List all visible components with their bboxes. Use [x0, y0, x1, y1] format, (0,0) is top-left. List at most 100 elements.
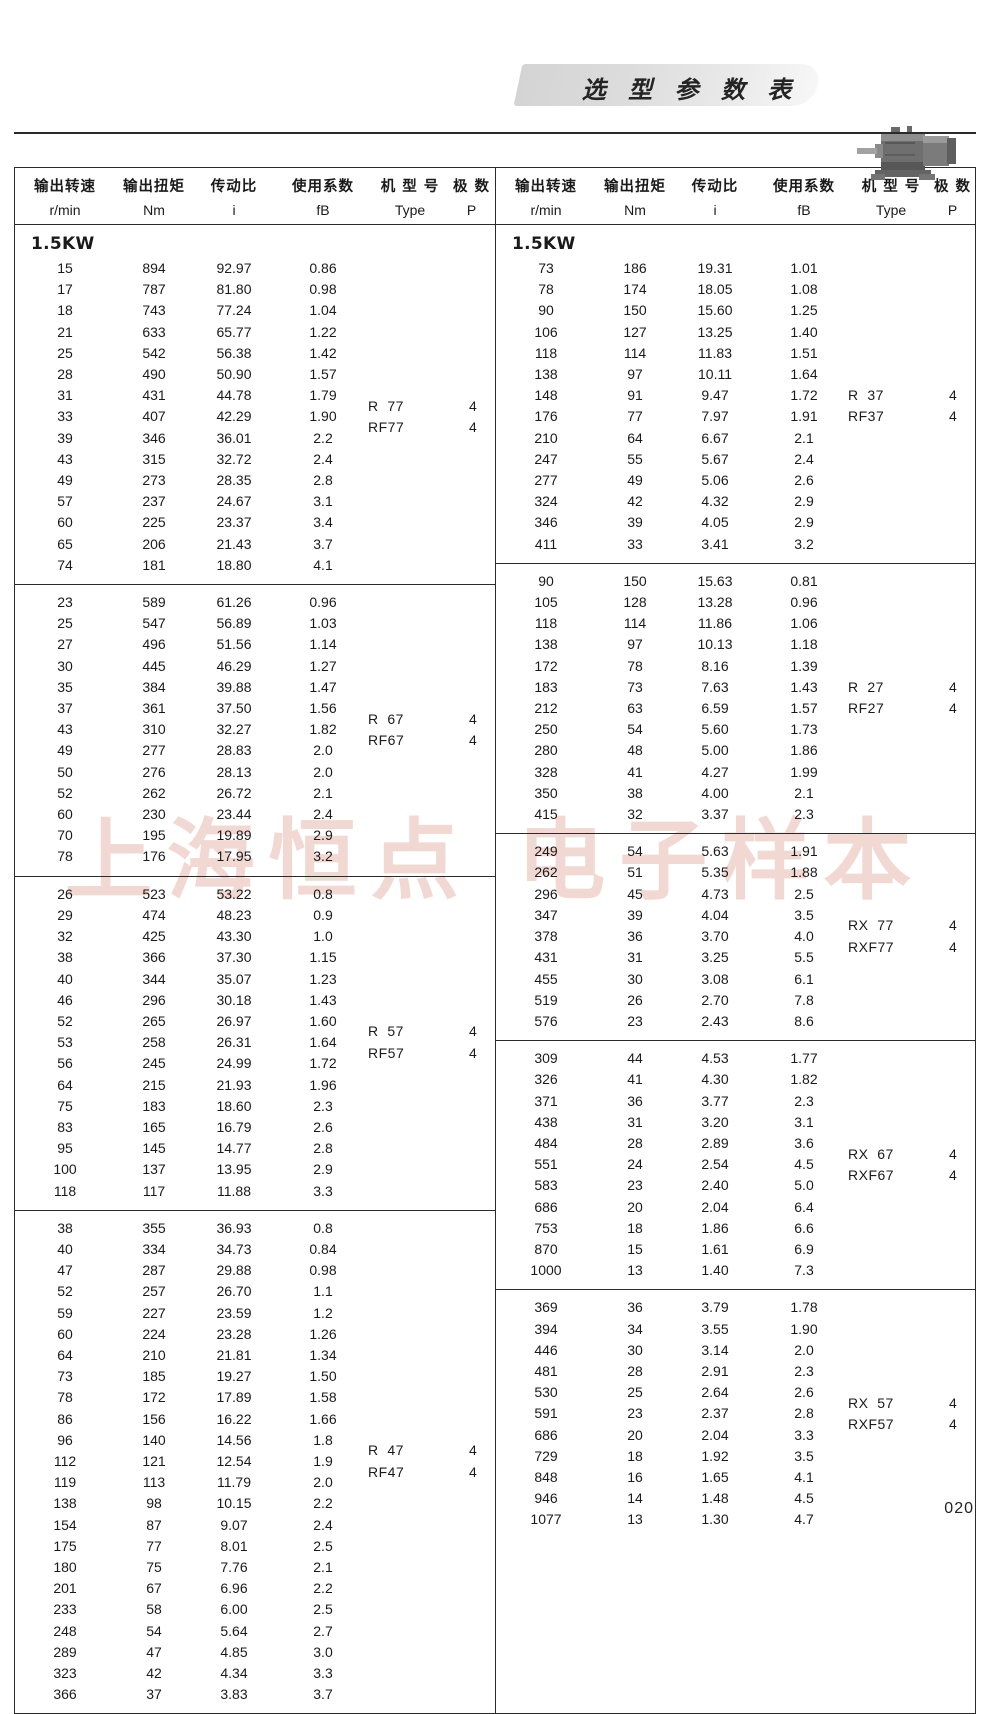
model-type-line: RF57 4: [364, 1043, 495, 1064]
table-row: 118 117 11.88 3.3: [15, 1181, 495, 1202]
table-row: 27 496 51.56 1.14: [15, 634, 495, 655]
model-type-line: R 47 4: [364, 1440, 495, 1461]
table-row: 18 743 77.24 1.04: [15, 300, 495, 321]
cell-output-speed: 591: [534, 1405, 558, 1422]
cell-output-torque: 87: [146, 1516, 162, 1533]
model-type-line: R 27 4: [844, 677, 975, 698]
table-row: 394 34 3.55 1.90: [496, 1319, 975, 1340]
table-row: 519 26 2.70 7.8: [496, 990, 975, 1011]
table-row: 95 145 14.77 2.8: [15, 1138, 495, 1159]
cell-service-factor: 2.5: [313, 1601, 333, 1618]
table-row: 64 210 21.81 1.34: [15, 1345, 495, 1366]
cell-output-torque: 128: [623, 594, 647, 611]
cell-output-torque: 344: [142, 970, 166, 987]
cell-service-factor: 1.99: [790, 763, 818, 780]
header-cn-output-speed: 输出转速: [34, 179, 96, 195]
cell-output-speed: 138: [534, 636, 558, 653]
cell-ratio: 18.80: [216, 556, 252, 573]
cell-service-factor: 2.2: [313, 1580, 333, 1597]
cell-service-factor: 0.84: [309, 1240, 337, 1257]
cell-output-speed: 21: [57, 323, 73, 340]
cell-output-speed: 43: [57, 721, 73, 738]
cell-output-speed: 64: [57, 1346, 73, 1363]
cell-output-speed: 411: [534, 535, 558, 552]
header-en-nm: Nm: [624, 202, 646, 218]
model-type-line: RX 57 4: [844, 1393, 975, 1414]
cell-service-factor: 1.22: [309, 323, 337, 340]
table-row: 212 63 6.59 1.57: [496, 698, 975, 719]
cell-output-torque: 195: [142, 827, 166, 844]
cell-ratio: 4.04: [701, 906, 729, 923]
cell-ratio: 26.31: [216, 1034, 252, 1051]
cell-service-factor: 1.91: [790, 408, 818, 425]
model-poles-value: 4: [948, 1415, 957, 1432]
cell-output-speed: 95: [57, 1140, 73, 1157]
cell-service-factor: 5.0: [794, 1177, 814, 1194]
table-row: 106 127 13.25 1.40: [496, 322, 975, 343]
cell-output-torque: 23: [627, 1012, 643, 1029]
cell-service-factor: 2.1: [313, 784, 333, 801]
cell-output-speed: 753: [534, 1219, 558, 1236]
model-type-line: RF77 4: [364, 417, 495, 438]
cell-service-factor: 1.88: [790, 864, 818, 881]
cell-output-speed: 26: [57, 885, 73, 902]
cell-output-speed: 35: [57, 678, 73, 695]
cell-ratio: 36.01: [216, 429, 252, 446]
cell-output-torque: 787: [142, 281, 166, 298]
cell-output-speed: 583: [534, 1177, 558, 1194]
cell-output-torque: 25: [627, 1384, 643, 1401]
cell-output-torque: 262: [142, 784, 166, 801]
table-row: 848 16 1.65 4.1: [496, 1467, 975, 1488]
cell-service-factor: 3.7: [313, 535, 333, 552]
table-row: 112 121 12.54 1.9: [15, 1451, 495, 1472]
cell-ratio: 10.15: [216, 1495, 252, 1512]
cell-output-torque: 77: [146, 1537, 162, 1554]
table-row: 481 28 2.91 2.3: [496, 1361, 975, 1382]
table-row: 39 346 36.01 2.2: [15, 428, 495, 449]
table-row: 52 265 26.97 1.60: [15, 1011, 495, 1032]
cell-output-torque: 276: [142, 763, 166, 780]
table-row: 119 113 11.79 2.0: [15, 1472, 495, 1493]
table-row: 154 87 9.07 2.4: [15, 1515, 495, 1536]
cell-service-factor: 1.73: [790, 721, 818, 738]
cell-service-factor: 3.7: [313, 1686, 333, 1703]
cell-ratio: 44.78: [216, 387, 252, 404]
model-type-name: RX 67: [848, 1145, 894, 1162]
cell-output-speed: 40: [57, 1240, 73, 1257]
right-table-body: 1.5KW 73 186 19.31 1.01 78 174 18.05 1.08 90 150 15…: [496, 225, 975, 1539]
cell-output-torque: 41: [627, 763, 643, 780]
cell-output-speed: 32: [57, 928, 73, 945]
cell-ratio: 50.90: [216, 366, 252, 383]
table-row: 248 54 5.64 2.7: [15, 1621, 495, 1642]
cell-output-speed: 86: [57, 1410, 73, 1427]
cell-ratio: 5.63: [701, 843, 729, 860]
cell-service-factor: 4.5: [794, 1156, 814, 1173]
cell-output-torque: 265: [142, 1012, 166, 1029]
cell-output-speed: 78: [57, 1389, 73, 1406]
table-row: 73 185 19.27 1.50: [15, 1366, 495, 1387]
cell-output-torque: 36: [627, 928, 643, 945]
cell-ratio: 56.89: [216, 615, 252, 632]
cell-output-speed: 18: [57, 302, 73, 319]
table-row: 25 542 56.38 1.42: [15, 343, 495, 364]
model-poles-value: 4: [948, 408, 957, 425]
model-poles-value: 4: [948, 700, 957, 717]
table-row: 118 114 11.86 1.06: [496, 613, 975, 634]
cell-output-speed: 83: [57, 1118, 73, 1135]
cell-ratio: 15.63: [697, 572, 733, 589]
cell-service-factor: 1.40: [790, 323, 818, 340]
table-row: 175 77 8.01 2.5: [15, 1536, 495, 1557]
cell-output-speed: 729: [534, 1447, 558, 1464]
table-row: 323 42 4.34 3.3: [15, 1663, 495, 1684]
cell-ratio: 2.04: [701, 1198, 729, 1215]
cell-output-torque: 227: [142, 1304, 166, 1321]
cell-service-factor: 6.9: [794, 1240, 814, 1257]
cell-ratio: 34.73: [216, 1240, 252, 1257]
table-row: 47 287 29.88 0.98: [15, 1260, 495, 1281]
cell-ratio: 1.92: [701, 1447, 729, 1464]
cell-ratio: 37.50: [216, 700, 252, 717]
cell-service-factor: 0.98: [309, 281, 337, 298]
cell-output-torque: 490: [142, 366, 166, 383]
cell-output-speed: 686: [534, 1198, 558, 1215]
model-type-name: RXF57: [848, 1415, 895, 1432]
